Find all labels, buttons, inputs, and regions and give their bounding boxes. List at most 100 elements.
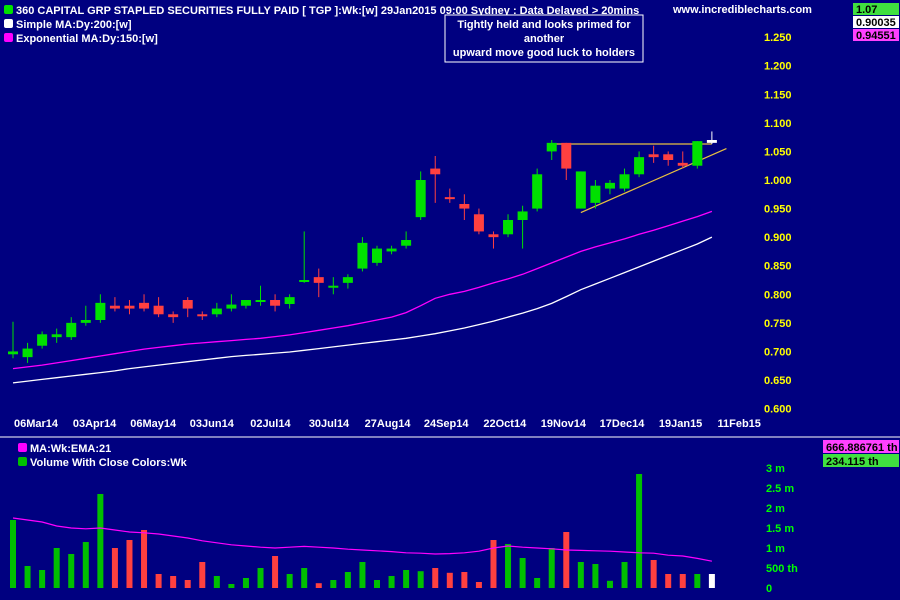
candle-body: [240, 300, 251, 306]
candle-body: [575, 171, 586, 209]
volume-bar: [636, 474, 643, 588]
volume-bar: [417, 571, 424, 588]
volume-bar: [155, 574, 162, 588]
website-label: www.incrediblecharts.com: [672, 4, 812, 16]
volume-bar: [199, 562, 206, 588]
candle: [211, 302, 222, 318]
candle: [139, 294, 150, 312]
candle-body: [37, 334, 48, 346]
candle-body: [153, 305, 164, 315]
date-tick-label: 06May14: [130, 418, 177, 430]
candlesticks: [8, 131, 717, 363]
candle-body: [634, 157, 645, 175]
date-tick-label: 30Jul14: [309, 418, 350, 430]
candle-body: [255, 300, 266, 302]
volume-legend-label: Volume With Close Colors:Wk: [30, 457, 188, 469]
candle-body: [401, 240, 412, 246]
volume-bar: [82, 542, 89, 588]
volume-bar: [519, 558, 526, 588]
candle-body: [270, 300, 281, 306]
volume-bar: [97, 494, 104, 588]
vol-ema-legend-label: MA:Wk:EMA:21: [30, 443, 111, 455]
candle-body: [284, 297, 295, 304]
legend-volume-swatch: [18, 457, 27, 466]
volume-y-tick-label: 1 m: [766, 543, 785, 555]
date-tick-label: 02Jul14: [250, 418, 291, 430]
candle: [648, 145, 659, 163]
candle: [459, 194, 470, 220]
volume-y-tick-label: 2 m: [766, 503, 785, 515]
sma-value: 0.90035: [856, 17, 896, 29]
volume-bar: [650, 560, 657, 588]
volume-y-tick-label: 0: [766, 583, 772, 595]
price-legend-title: 360 CAPITAL GRP STAPLED SECURITIES FULLY…: [16, 5, 639, 17]
candle-body: [22, 348, 33, 358]
candle: [124, 300, 135, 315]
candle: [37, 331, 48, 349]
candle-body: [706, 140, 717, 143]
candle: [561, 142, 572, 180]
sma-legend-label: Simple MA:Dy:200:[w]: [16, 19, 132, 31]
volume-bar: [432, 568, 439, 588]
volume-bar: [359, 562, 366, 588]
price-y-tick-label: 1.200: [764, 61, 792, 73]
price-y-axis: 1.250 1.200 1.150 1.100 1.050 1.000 0.950 0.900…: [764, 32, 792, 415]
candle: [313, 268, 324, 298]
volume-bar: [679, 574, 686, 588]
candle: [255, 285, 266, 306]
price-y-tick-label: 0.950: [764, 204, 792, 216]
volume-bar: [330, 580, 337, 588]
candle-body: [51, 334, 62, 338]
volume-bar: [606, 580, 613, 588]
candle: [415, 171, 426, 220]
candle: [226, 294, 237, 312]
volume-bar: [315, 583, 322, 588]
legend-ema-swatch: [4, 33, 13, 42]
volume-bar: [141, 530, 148, 588]
volume-bar: [111, 548, 118, 588]
candle: [401, 231, 412, 249]
candle: [575, 171, 586, 209]
date-tick-label: 22Oct14: [483, 418, 527, 430]
price-y-tick-label: 0.800: [764, 289, 792, 301]
candle-body: [430, 168, 441, 175]
candle: [517, 205, 528, 249]
candle: [66, 317, 77, 340]
last-price-value: 1.07: [856, 4, 877, 16]
candle-body: [211, 308, 222, 315]
candle: [663, 151, 674, 166]
candle: [240, 300, 251, 309]
vol-ema-value: 666.886761 th: [826, 442, 898, 454]
volume-y-axis: 3 m 2.5 m 2 m 1.5 m 1 m 500 th 0: [766, 463, 798, 595]
volume-bar: [563, 532, 570, 588]
candle-body: [546, 142, 557, 152]
candle: [182, 297, 193, 318]
volume-bar: [344, 572, 351, 588]
volume-bar: [388, 576, 395, 588]
candle-body: [372, 248, 382, 263]
candle: [604, 180, 615, 195]
volume-bar: [126, 540, 133, 588]
candle-body: [517, 211, 528, 220]
candle: [22, 342, 33, 363]
candle-body: [299, 280, 310, 282]
candle: [590, 180, 601, 209]
volume-bar: [475, 582, 482, 588]
legend-vol-ema-swatch: [18, 443, 27, 452]
candle-body: [604, 182, 615, 189]
volume-bar: [257, 568, 264, 588]
candle: [168, 311, 179, 323]
moving-average-lines: [12, 210, 713, 384]
candle-body: [415, 180, 426, 218]
legend-price-swatch: [4, 5, 13, 14]
ema-value-badge: [853, 29, 899, 41]
candle-body: [648, 154, 659, 158]
candle: [51, 328, 62, 343]
candle: [692, 141, 703, 169]
price-y-tick-label: 1.000: [764, 175, 792, 187]
candle: [706, 131, 717, 144]
candle-body: [590, 185, 601, 203]
volume-bar: [708, 574, 715, 588]
volume-ema-line: [12, 517, 713, 562]
candle-body: [109, 305, 120, 309]
